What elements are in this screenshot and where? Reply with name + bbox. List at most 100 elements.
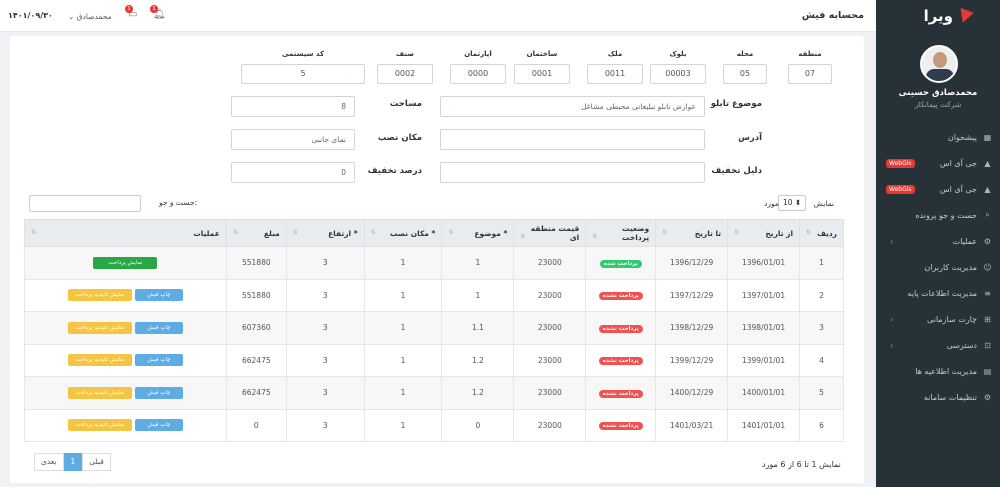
column-header[interactable]: از تاریخ ⇅ [727,219,801,247]
sidebar-item-10[interactable]: ⚙ تنظیمات سامانه [876,384,1000,410]
sort-icon: ⇅ [520,233,526,240]
sidebar: ویرا محمدصادق حسینی شرکت پیمانکار ▦ پیشخو… [876,0,1000,487]
reason-field[interactable] [440,162,705,183]
code-label-6: صنف [396,50,414,58]
print-button[interactable]: چاپ فیش [134,354,183,367]
code-field-3[interactable]: 0011 [587,64,643,84]
code-field-2[interactable]: 00003 [650,64,706,84]
confirm-payment-button[interactable]: نمایش تاییدیه پرداخت [67,386,132,399]
cell-status: پرداخت نشده [585,311,657,345]
cell-from: 1399/01/01 [727,343,801,377]
code-field-5[interactable]: 0000 [450,64,506,84]
cell-price: 23000 [513,376,587,410]
show-payment-button[interactable]: نمایش پرداخت [93,256,158,269]
cell-price: 23000 [513,246,587,280]
confirm-payment-button[interactable]: نمایش تاییدیه پرداخت [67,289,132,302]
sidebar-item-8[interactable]: ⊡ دسترسی ‹ [876,332,1000,358]
sidebar-item-5[interactable]: ☺ مدیریت کاربران [876,254,1000,280]
sort-icon: ⇅ [31,228,37,236]
cell-status: پرداخت شده [585,246,657,280]
subject-field[interactable]: عوارض تابلو تبلیغاتی محیطی مشاغل [440,96,705,117]
settings-icon: ⚙ [983,392,992,402]
column-header[interactable]: مبلغ ⇅ [225,219,287,247]
column-header[interactable]: قیمت منطقه ای ⇅ [513,219,587,247]
prev-page-button[interactable]: قبلی [82,453,111,471]
confirm-payment-button[interactable]: نمایش تاییدیه پرداخت [67,321,132,334]
print-button[interactable]: چاپ فیش [134,289,183,302]
chevron-down-icon: ⌄ [68,12,77,21]
table-row: 4 1399/01/01 1399/12/29 پرداخت نشده 23000 1.2… [24,343,844,377]
print-button[interactable]: چاپ فیش [134,321,183,334]
column-header[interactable]: ردیف ⇅ [799,219,844,247]
print-button[interactable]: چاپ فیش [134,419,183,432]
sidebar-item-label: عملیات [952,236,977,246]
cell-amount: 662475 [225,376,287,410]
address-field[interactable] [440,129,705,150]
table-row: 6 1401/01/01 1401/03/21 پرداخت نشده 23000 0 1 3… [24,408,844,442]
main-card: منطقه 07 محله 05 بلوک 00003 ملک 0011 ساختمان 0001… [10,36,864,483]
sidebar-item-3[interactable]: ⌕ جست و جو پرونده [876,202,1000,228]
column-header[interactable]: * ارتفاع ⇅ [285,219,365,247]
print-button[interactable]: چاپ فیش [134,386,183,399]
cell-row: 5 [799,376,844,410]
cell-row: 1 [799,246,844,280]
logo[interactable]: ویرا [876,0,1000,32]
column-header[interactable]: عملیات ⇅ [24,219,227,247]
code-field-7[interactable]: 5 [241,64,365,84]
code-field-6[interactable]: 0002 [377,64,433,84]
cell-ops: چاپ فیش نمایش تاییدیه پرداخت [24,408,227,442]
user-menu[interactable]: ⌄ محمدصادق [68,12,112,21]
users-icon: ☺ [983,262,992,272]
cell-row: 3 [799,311,844,345]
sidebar-item-label: مدیریت اطلاعیه ها [915,366,977,376]
status-badge: پرداخت نشده [598,292,643,301]
address-label: آدرس [738,133,762,143]
user-menu-label: محمدصادق [76,12,112,21]
place-field[interactable]: نمای جانبی [231,129,355,150]
sidebar-item-label: جی آی اس [939,158,977,168]
code-label-0: منطقه [798,50,822,58]
discount-field[interactable]: 0 [231,162,355,183]
code-label-2: بلوک [669,50,687,58]
sidebar-item-1[interactable]: ▲ جی آی اس WebGis [876,150,1000,176]
search-input[interactable] [29,195,141,212]
area-field[interactable]: 8 [231,96,355,117]
logo-text: ویرا [923,7,953,25]
cell-height: 3 [285,311,365,345]
code-label-4: ساختمان [526,50,558,58]
sidebar-item-6[interactable]: ≡ مدیریت اطلاعات پایه [876,280,1000,306]
next-page-button[interactable]: بعدی [34,453,64,471]
gear-icon: ⚙ [983,236,992,246]
page-title: محسابه فیش [801,10,864,21]
sort-icon: ⇅ [448,228,454,236]
column-header[interactable]: تا تاریخ ⇅ [655,219,729,247]
column-header[interactable]: * مکان نصب ⇅ [363,219,443,247]
messages-icon[interactable]: ▭ 1 [125,5,137,20]
sidebar-item-9[interactable]: ▤ مدیریت اطلاعیه ها [876,358,1000,384]
cell-row: 4 [799,343,844,377]
code-field-1[interactable]: 05 [723,64,767,84]
pagination-info: نمایش 1 تا 6 از 6 مورد [762,460,841,469]
sidebar-item-4[interactable]: ⚙ عملیات ‹ [876,228,1000,254]
code-label-5: اپارتمان [464,50,492,58]
confirm-payment-button[interactable]: نمایش تاییدیه پرداخت [67,419,132,432]
page-1-button[interactable]: 1 [63,453,83,471]
cell-ops: نمایش پرداخت [24,246,227,280]
place-label: مکان نصب [377,133,422,143]
sidebar-item-0[interactable]: ▦ پیشخوان [876,124,1000,150]
cell-price: 23000 [513,278,587,312]
confirm-payment-button[interactable]: نمایش تاییدیه پرداخت [67,354,132,367]
sidebar-item-2[interactable]: ▲ جی آی اس WebGis [876,176,1000,202]
sort-icon: ⇅ [806,228,812,236]
sort-icon: ⇅ [292,228,298,236]
cell-height: 3 [285,408,365,442]
search-icon: ⌕ [985,210,990,219]
column-header[interactable]: وضعیت پرداخت ⇅ [585,219,657,247]
column-header[interactable]: * موضوع ⇅ [441,219,515,247]
code-field-4[interactable]: 0001 [514,64,570,84]
code-field-0[interactable]: 07 [788,64,832,84]
bell-icon[interactable]: 🔔︎ 1 [150,5,166,20]
pagination: بعدی 1 قبلی [34,453,111,471]
page-size-select[interactable]: 10 ⬍ [778,195,807,211]
sidebar-item-7[interactable]: ⊞ چارت سازمانی ‹ [876,306,1000,332]
